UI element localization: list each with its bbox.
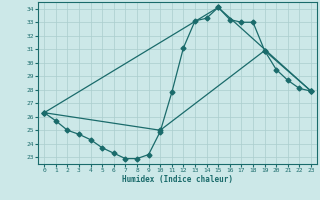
X-axis label: Humidex (Indice chaleur): Humidex (Indice chaleur) xyxy=(122,175,233,184)
